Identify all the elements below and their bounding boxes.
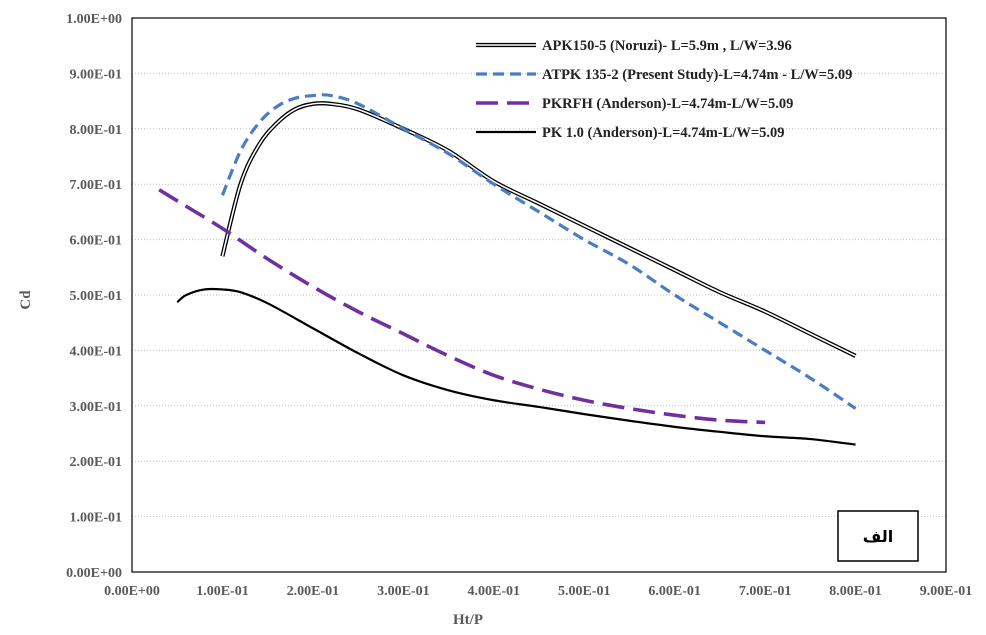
legend-label: ATPK 135-2 (Present Study)-L=4.74m - L/W…: [542, 67, 852, 83]
y-tick-label: 1.00E-01: [70, 511, 123, 526]
x-tick-label: 4.00E-01: [468, 584, 521, 599]
legend-label: PK 1.0 (Anderson)-L=4.74m-L/W=5.09: [542, 125, 784, 141]
y-tick-label: 1.00E+00: [66, 12, 122, 27]
series-line: [158, 188, 766, 425]
x-tick-label: 3.00E-01: [377, 584, 430, 599]
inset-label-box: الف: [837, 510, 919, 562]
y-tick-label: 6.00E-01: [70, 234, 123, 249]
y-tick-label: 0.00E+00: [66, 566, 122, 581]
inset-label: الف: [863, 527, 894, 546]
legend-label: APK150-5 (Noruzi)- L=5.9m , L/W=3.96: [542, 38, 792, 54]
y-tick-label: 3.00E-01: [70, 400, 123, 415]
legend: APK150-5 (Noruzi)- L=5.9m , L/W=3.96 ATPK…: [476, 38, 852, 141]
y-tick-label: 5.00E-01: [70, 289, 123, 304]
y-axis-ticks: 0.00E+00 1.00E-01 2.00E-01 3.00E-01 4.00E-01…: [66, 12, 122, 581]
y-tick-label: 4.00E-01: [70, 344, 123, 359]
grid-layer: [132, 72, 946, 518]
y-tick-label: 9.00E-01: [70, 67, 123, 82]
x-tick-label: 0.00E+00: [104, 584, 160, 599]
plot-area-frame: [131, 17, 947, 573]
series-layer: [158, 93, 857, 446]
series-line-stroke: [220, 93, 857, 410]
legend-item: PK 1.0 (Anderson)-L=4.74m-L/W=5.09: [476, 125, 784, 141]
x-axis-title: Ht/P: [453, 612, 483, 628]
x-tick-label: 1.00E-01: [196, 584, 249, 599]
x-tick-label: 6.00E-01: [648, 584, 701, 599]
legend-label: PKRFH (Anderson)-L=4.74m-L/W=5.09: [542, 96, 793, 112]
legend-item: ATPK 135-2 (Present Study)-L=4.74m - L/W…: [476, 67, 852, 83]
y-tick-label: 7.00E-01: [70, 178, 123, 193]
y-tick-label: 2.00E-01: [70, 455, 123, 470]
series-line: [220, 93, 857, 410]
x-tick-label: 9.00E-01: [920, 584, 973, 599]
x-tick-label: 7.00E-01: [739, 584, 792, 599]
series-line: [220, 101, 857, 358]
x-tick-label: 8.00E-01: [829, 584, 882, 599]
series-line: [176, 287, 856, 446]
inset-box-frame: [837, 510, 919, 562]
x-tick-label: 5.00E-01: [558, 584, 611, 599]
series-line-stroke: [176, 287, 856, 446]
x-axis-ticks: 0.00E+00 1.00E-01 2.00E-01 3.00E-01 4.00E-01…: [104, 584, 972, 599]
y-axis-title: Cd: [18, 290, 34, 310]
legend-item: PKRFH (Anderson)-L=4.74m-L/W=5.09: [476, 96, 793, 112]
series-line-stroke: [221, 102, 856, 357]
x-tick-label: 2.00E-01: [287, 584, 340, 599]
legend-item: APK150-5 (Noruzi)- L=5.9m , L/W=3.96: [476, 38, 792, 54]
series-line-stroke: [220, 101, 857, 358]
series-line-stroke: [158, 188, 766, 425]
y-tick-label: 8.00E-01: [70, 123, 123, 138]
